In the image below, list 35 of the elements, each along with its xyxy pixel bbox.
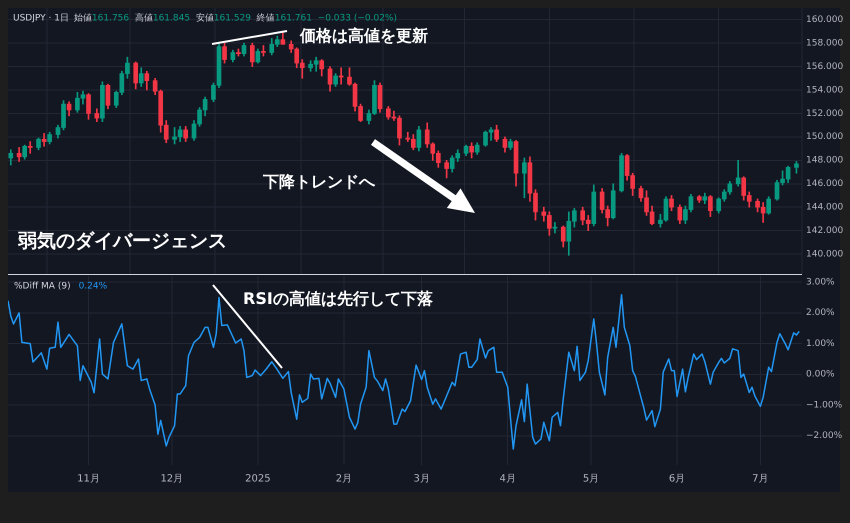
y-tick-label: 2.00% [806,308,836,318]
x-tick-label: 2月 [336,474,352,485]
x-tick-label: 5月 [582,474,600,485]
y-tick-label: 146.000 [806,179,844,190]
y-tick-label: −1.00% [806,400,843,410]
y-tick-label: 148.000 [806,156,844,166]
y-tick-label: 142.000 [806,226,844,236]
y-tick-label: 160.000 [806,15,844,26]
series-label: %Diff MA (9) [14,281,71,292]
text: USDJPY · 1日 [13,13,69,24]
candlestick [236,48,241,56]
y-tick-label: 154.000 [806,85,844,96]
x-tick-label: 4月 [500,474,516,485]
y-tick-label: 3.00% [806,277,836,288]
x-tick-label: 12月 [160,474,184,485]
y-tick-label: 0.00% [806,370,836,380]
annotation: 価格は高値を更新 [299,26,428,46]
y-tick-label: 140.000 [806,249,844,260]
annotation: 0.24% [78,281,108,292]
text: 始値161.756 高値161.845 安値161.529 終値161.761 −0.033 (−0.02%) [74,13,397,24]
annotation: 下降トレンドへ [262,172,376,192]
annotation: 弱気のダイバージェンス [17,230,227,252]
x-tick-label: 11月 [77,474,100,485]
y-tick-label: 156.000 [806,62,844,72]
annotation: RSIの高値は先行して下落 [243,289,433,308]
y-tick-label: 150.000 [806,132,844,142]
x-tick-label: 7月 [752,474,769,485]
y-tick-label: 1.00% [806,338,836,349]
y-tick-label: 144.000 [806,202,844,213]
x-tick-label: 3月 [413,474,430,485]
y-tick-label: 152.000 [806,108,844,119]
x-tick-label: 2025 [245,474,271,485]
x-tick-label: 6月 [668,474,686,485]
y-tick-label: 158.000 [806,38,844,48]
y-tick-label: −2.00% [806,431,843,442]
